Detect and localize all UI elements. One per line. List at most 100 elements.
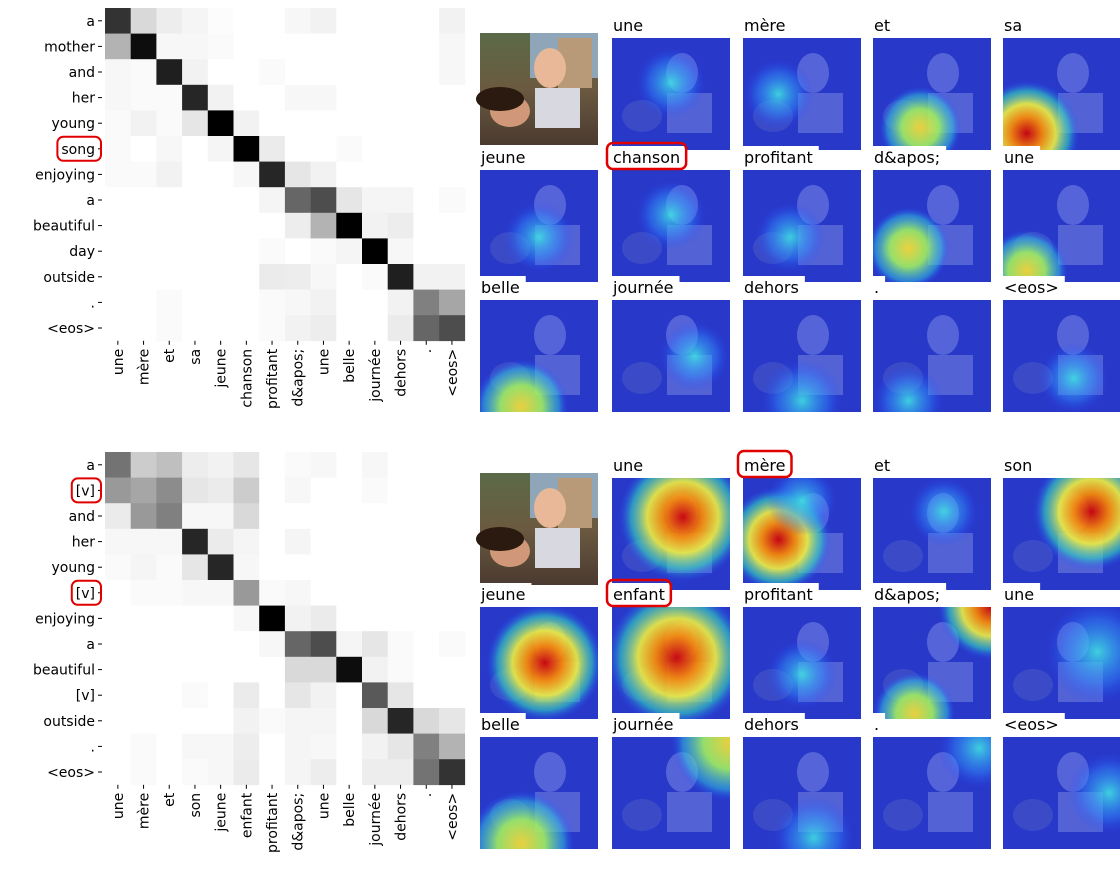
heat-cell: [259, 759, 286, 786]
attention-blob: [503, 201, 575, 273]
heat-cell: [439, 289, 466, 316]
heat-cell: [259, 289, 286, 316]
heat-cell: [207, 264, 234, 290]
heat-cell: [413, 733, 440, 760]
label-bg: [742, 713, 805, 735]
word-label: .: [874, 278, 879, 297]
heat-cell: [362, 477, 388, 504]
image-face: [1013, 799, 1053, 831]
x-tick-label: belle: [342, 793, 358, 827]
label-bg: [479, 713, 526, 735]
heat-cell: [259, 605, 286, 632]
image-baby: [797, 315, 829, 355]
heat-cell: [413, 212, 440, 239]
heat-cell: [207, 528, 234, 555]
photo-hair: [476, 87, 524, 111]
x-tick-label: sa: [188, 349, 204, 365]
heat-cell: [387, 580, 414, 606]
heat-cell: [413, 8, 440, 34]
word-label: et: [874, 456, 890, 475]
word-label: chanson: [613, 148, 680, 167]
highlight-box: [736, 449, 793, 479]
attention-blob: [873, 365, 944, 412]
heat-cell: [284, 580, 311, 606]
heat-cell: [310, 631, 337, 658]
label-bg: [611, 14, 650, 36]
heat-cell: [105, 477, 131, 504]
word-label: d&apos;: [874, 148, 940, 167]
label-bg: [872, 583, 947, 605]
heat-cell: [362, 759, 388, 786]
heat-cell: [310, 238, 337, 265]
attention-image: [480, 300, 598, 412]
heat-cell: [156, 187, 183, 214]
word-label: <eos>: [1004, 715, 1059, 734]
heat-cell: [207, 187, 234, 214]
heat-cell: [105, 264, 131, 290]
label-bg: [479, 146, 532, 168]
heat-cell: [105, 452, 131, 478]
heat-cell: [105, 289, 131, 316]
heat-cell: [233, 477, 260, 504]
heat-cell: [130, 631, 157, 658]
x-tick-label: profitant: [265, 792, 281, 853]
x-tick-label: d&apos;: [291, 349, 307, 407]
heat-cell: [105, 503, 131, 530]
attention-image: [612, 38, 730, 150]
heat-cell: [413, 33, 440, 60]
y-tick-label: enjoying: [35, 167, 95, 183]
heat-cell: [156, 656, 183, 683]
heat-cell: [207, 631, 234, 658]
attention-blob: [873, 207, 950, 282]
heat-cell: [336, 315, 363, 342]
heat-cell: [439, 136, 466, 162]
label-bg: [872, 14, 897, 36]
attention-blob: [766, 478, 838, 536]
heat-cell: [130, 8, 157, 34]
heat-cell: [259, 238, 286, 265]
x-tick-label: d&apos;: [291, 793, 307, 851]
y-tick-label: a: [86, 193, 95, 209]
label-bg: [611, 713, 680, 735]
heat-cell: [284, 631, 311, 658]
heat-cell: [336, 605, 363, 632]
heat-cell: [259, 682, 286, 709]
heat-cell: [105, 110, 131, 137]
heat-cell: [130, 477, 157, 504]
heat-cell: [207, 161, 234, 188]
y-tick-label: .: [91, 295, 95, 311]
heat-cell: [207, 212, 234, 239]
x-tick-label: et: [162, 348, 178, 363]
label-bg: [611, 146, 687, 168]
heat-cell: [336, 682, 363, 709]
heat-cell: [387, 605, 414, 632]
photo-baby: [534, 488, 566, 528]
heat-cell: [310, 452, 337, 478]
heat-cell: [182, 59, 209, 86]
heat-cell: [105, 212, 131, 239]
heat-cell: [105, 59, 131, 86]
heat-cell: [387, 8, 414, 34]
attention-blob: [1003, 80, 1080, 150]
heat-cell: [362, 503, 388, 530]
heat-cell: [310, 59, 337, 86]
heat-cell: [182, 477, 209, 504]
attention-image: [743, 737, 861, 849]
heat-cell: [207, 238, 234, 265]
heat-cell: [105, 759, 131, 786]
attention-image: [873, 170, 991, 282]
word-label: sa: [1004, 16, 1022, 35]
word-label: mère: [744, 456, 786, 475]
x-tick-label: mère: [137, 793, 153, 829]
x-tick-label: enfant: [239, 792, 255, 838]
heat-cell: [387, 161, 414, 188]
heat-cell: [336, 161, 363, 188]
y-tick-label: young: [52, 560, 95, 576]
attention-image: [743, 478, 861, 590]
heat-cell: [387, 503, 414, 530]
heat-cell: [233, 110, 260, 137]
heat-cell: [439, 110, 466, 137]
y-tick-label: her: [72, 91, 95, 107]
label-bg: [1002, 146, 1041, 168]
word-label: son: [1004, 456, 1032, 475]
